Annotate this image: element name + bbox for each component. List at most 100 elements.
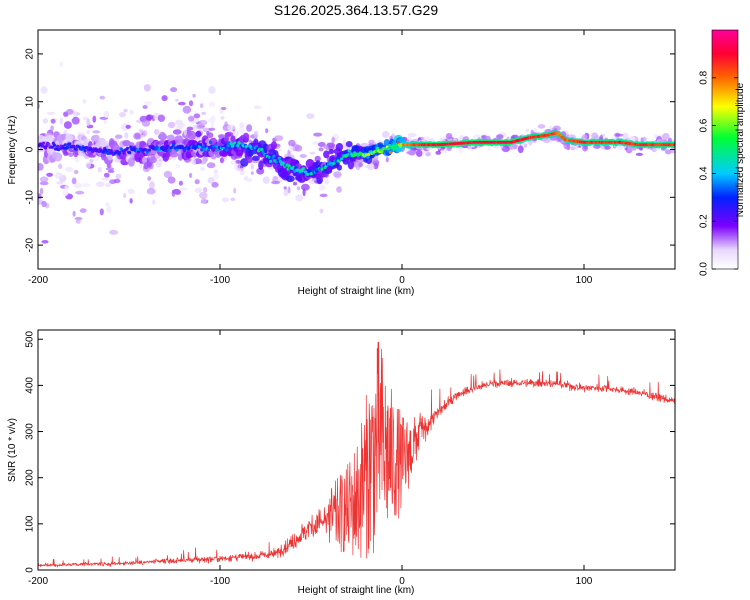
heatmap-cell [389,150,393,155]
heatmap-cell [101,177,110,181]
heatmap-cell [123,108,128,113]
y-tick-label: 400 [25,377,36,394]
heatmap-cell [199,103,204,109]
spectrogram-y-ticks: -20 -10 0 10 20 [25,48,675,252]
heatmap-cell [262,176,270,184]
heatmap-cell [201,145,205,149]
heatmap-cell [525,128,529,133]
spectrogram-x-ticks: -200 -100 0 100 [28,30,593,286]
heatmap-cell [306,113,315,119]
heatmap-cell [200,167,206,171]
heatmap-cell [221,106,227,111]
x-tick-label: -100 [210,275,230,286]
heatmap-cell [191,158,196,165]
heatmap-cell [142,156,147,165]
heatmap-cell [246,156,253,164]
heatmap-cell [253,105,262,110]
heatmap-cell [328,148,335,155]
heatmap-cell [167,176,176,184]
heatmap-cell [97,167,102,173]
heatmap-cell [133,132,142,140]
heatmap-cell [148,181,155,190]
heatmap-cell [183,129,187,136]
y-tick-label: 300 [25,423,36,440]
heatmap-cell [252,155,260,161]
heatmap-cell [142,105,148,109]
heatmap-cell [319,184,326,191]
heatmap-cell [252,150,256,154]
heatmap-cell [253,131,259,139]
heatmap-cell [314,155,321,162]
heatmap-cell [195,130,202,138]
heatmap-cell [271,180,281,185]
heatmap-cell [115,173,122,179]
heatmap-cell [178,180,183,186]
heatmap-cell [65,145,70,149]
heatmap-cell [105,202,110,207]
heatmap-cell [312,141,320,145]
heatmap-cell [170,87,178,93]
heatmap-cell [635,152,644,156]
heatmap-cell [313,132,323,137]
heatmap-cell [386,147,391,151]
heatmap-cell [581,134,588,140]
heatmap-cell [114,134,123,139]
heatmap-cell [167,149,171,153]
x-tick-label: 0 [399,275,405,286]
y-tick-label: -20 [25,237,36,252]
heatmap-cell [56,181,64,185]
heatmap-cell [392,147,396,151]
heatmap-cell [83,149,87,153]
heatmap-cell [41,200,47,208]
heatmap-cell [47,142,51,146]
heatmap-cell [146,114,154,120]
heatmap-cell [380,149,384,154]
y-tick-label: 200 [25,469,36,486]
heatmap-cell [242,132,250,141]
heatmap-cell [118,150,122,154]
heatmap-cell [128,151,132,155]
heatmap-cell [141,120,151,127]
heatmap-cell [129,109,134,115]
heatmap-cell [210,115,216,123]
heatmap-cell [336,186,342,193]
heatmap-cell [287,186,291,194]
heatmap-cell [226,144,230,148]
heatmap-cell [138,129,144,133]
heatmap-cell [285,175,295,183]
heatmap-cell [158,131,167,140]
heatmap-cell [206,130,210,136]
heatmap-cell [266,116,271,122]
heatmap-cell [93,155,100,162]
heatmap-cell [101,150,106,154]
heatmap-cell [292,181,298,186]
heatmap-cell [41,141,46,145]
heatmap-cell [396,140,400,145]
heatmap-cell [86,130,91,135]
heatmap-cell [294,144,303,152]
heatmap-cell [664,149,672,155]
heatmap-cell [269,159,273,163]
spectrogram-marks [38,61,675,244]
heatmap-cell [501,144,511,153]
heatmap-cell [187,130,197,140]
heatmap-cell [306,172,310,176]
heatmap-cell [212,174,220,179]
heatmap-cell [175,98,179,102]
x-tick-label: -100 [210,576,230,587]
heatmap-cell [328,144,335,151]
heatmap-cell [106,205,112,214]
heatmap-cell [323,145,330,150]
heatmap-cell [65,167,74,172]
heatmap-cell [171,142,175,146]
colorbar-tick-label: 0.6 [699,118,710,132]
heatmap-cell [39,187,44,195]
heatmap-cell [245,145,249,149]
heatmap-cell [214,169,218,174]
snr-y-ticks: 0 100 200 300 400 500 [25,330,675,573]
heatmap-cell [113,178,121,184]
heatmap-cell [199,143,203,147]
heatmap-cell [270,141,277,150]
heatmap-cell [250,163,254,170]
heatmap-cell [86,118,91,127]
